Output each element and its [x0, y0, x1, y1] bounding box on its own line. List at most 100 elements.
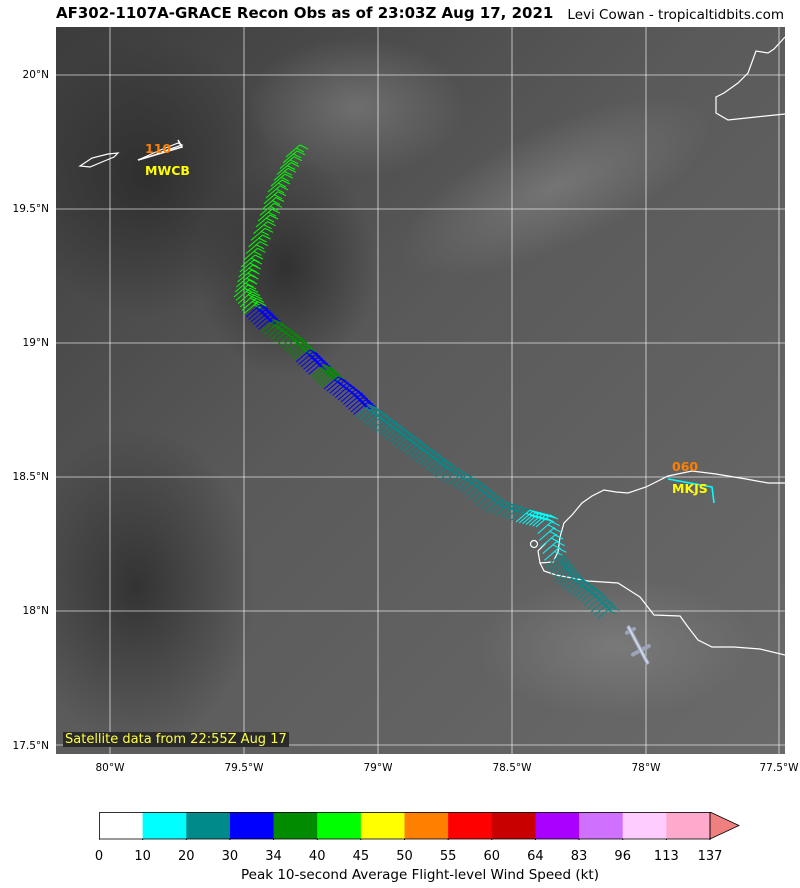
lon-label-79: 79°W: [363, 762, 393, 774]
colorbar-swatch: [491, 812, 536, 839]
wind-barb: [263, 191, 287, 205]
station-barb-mwcb: [137, 139, 184, 161]
aircraft-icon: [624, 625, 651, 665]
colorbar-swatch: [404, 812, 449, 839]
lat-label-17-5: 17.5°N: [12, 740, 49, 752]
graticule: [56, 27, 785, 754]
wind-barb: [245, 241, 269, 255]
map-title: AF302-1107A-GRACE Recon Obs as of 23:03Z…: [56, 4, 554, 22]
station-value-mwcb: 110: [145, 141, 172, 156]
lon-label-78-5: 78.5°W: [492, 762, 532, 774]
colorbar-tick-label: 0: [94, 849, 104, 864]
satellite-map[interactable]: [56, 27, 785, 754]
wind-barb: [539, 527, 562, 541]
lon-label-80: 80°W: [95, 762, 125, 774]
colorbar-tick-label: 20: [178, 849, 195, 864]
wind-barb: [594, 602, 617, 616]
station-mkjs: [667, 478, 715, 504]
wind-barb: [259, 202, 283, 216]
colorbar-tick-label: 34: [265, 849, 282, 864]
lat-label-18: 18°N: [22, 605, 49, 617]
map-canvas: [56, 27, 785, 754]
wind-barb: [590, 599, 614, 613]
wind-barb: [522, 511, 545, 525]
wind-barb: [315, 368, 338, 382]
wind-barb: [529, 512, 552, 526]
colorbar-swatch: [229, 812, 275, 839]
colorbar-tick-label: 64: [527, 849, 544, 864]
lat-label-19-5: 19.5°N: [12, 203, 49, 215]
wind-barb: [525, 512, 549, 525]
wind-barb: [464, 482, 488, 496]
wind-barb: [273, 167, 297, 181]
wind-barb: [237, 269, 260, 283]
colorbar-swatch: [273, 812, 318, 839]
wind-barb: [239, 259, 263, 273]
station-barb-mkjs: [667, 478, 715, 504]
colorbar-tick-label: 50: [396, 849, 413, 864]
wind-barb: [460, 479, 484, 493]
wind-barb: [535, 514, 559, 528]
colorbar-swatches: [98, 811, 740, 840]
lon-label-79-5: 79.5°W: [224, 762, 264, 774]
wind-barb: [532, 513, 555, 527]
wind-barb: [279, 156, 303, 170]
wind-barb: [587, 596, 610, 610]
colorbar-tick-label: 137: [697, 849, 723, 864]
wind-barb: [250, 227, 274, 241]
wind-barb: [240, 254, 264, 268]
wind-barb: [265, 185, 289, 199]
wind-barb: [584, 592, 607, 606]
colorbar-swatch: [535, 812, 580, 839]
colorbar-swatch: [579, 812, 624, 839]
wind-barb: [285, 144, 309, 158]
wind-barb: [276, 162, 300, 175]
lat-label-19: 19°N: [22, 337, 49, 349]
wind-barb: [253, 221, 276, 235]
wind-barb: [519, 510, 542, 524]
wind-barb: [540, 534, 564, 548]
wind-barb: [312, 366, 336, 380]
wind-barb: [248, 234, 271, 248]
wind-barb: [319, 372, 342, 386]
colorbar-tick-label: 96: [614, 849, 631, 864]
airport-marker: [529, 539, 539, 549]
wind-barb: [473, 489, 496, 503]
dark-cloud-region: [196, 157, 376, 377]
wind-barb: [243, 247, 266, 261]
colorbar-title: Peak 10-second Average Flight-level Wind…: [241, 867, 599, 883]
wind-barb: [544, 547, 567, 561]
colorbar-tick-label: 60: [483, 849, 501, 864]
wind-barb: [270, 173, 294, 187]
coastline-grand-cayman: [78, 152, 120, 168]
wind-barb: [515, 509, 539, 523]
wind-barb: [580, 589, 604, 603]
light-cloud-region: [476, 577, 756, 717]
lat-label-18-5: 18.5°N: [12, 471, 49, 483]
colorbar-swatch: [622, 812, 667, 839]
wind-barb: [469, 486, 492, 500]
wind-barb: [317, 370, 340, 384]
wind-barb: [238, 264, 261, 278]
colorbar: [98, 811, 744, 844]
wind-barb: [261, 197, 285, 210]
wind-barbs: [233, 144, 620, 620]
wind-barb: [234, 279, 258, 293]
colorbar-swatch: [142, 812, 187, 839]
satellite-timestamp: Satellite data from 22:55Z Aug 17: [63, 732, 289, 747]
colorbar-swatch: [99, 812, 144, 839]
colorbar-extend-arrow: [709, 811, 740, 840]
colorbar-tick-label: 45: [352, 849, 370, 864]
lon-label-78: 78°W: [631, 762, 661, 774]
wind-barb: [257, 208, 281, 222]
wind-barb: [477, 492, 500, 506]
colorbar-swatch: [186, 812, 231, 839]
station-id-mwcb: MWCB: [145, 163, 190, 178]
wind-barb: [537, 521, 560, 535]
light-cloud-region: [246, 37, 466, 177]
wind-barb: [597, 606, 620, 620]
dark-cloud-region: [56, 427, 256, 747]
colorbar-tick-label: 55: [439, 849, 457, 864]
station-mwcb: [137, 139, 184, 161]
wind-barb: [481, 496, 505, 510]
